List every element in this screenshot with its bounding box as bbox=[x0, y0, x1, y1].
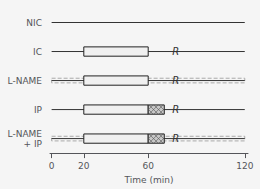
svg-text:R: R bbox=[172, 46, 179, 57]
svg-text:R: R bbox=[172, 75, 179, 86]
svg-text:120: 120 bbox=[236, 161, 253, 171]
svg-text:NIC: NIC bbox=[26, 18, 42, 28]
svg-text:Time (min): Time (min) bbox=[124, 175, 174, 185]
svg-text:L-NAME: L-NAME bbox=[8, 76, 43, 86]
svg-text:0: 0 bbox=[49, 161, 55, 171]
svg-text:R: R bbox=[172, 104, 179, 115]
svg-text:R: R bbox=[172, 133, 179, 144]
svg-text:20: 20 bbox=[78, 161, 90, 171]
svg-text:L-NAME: L-NAME bbox=[8, 129, 43, 139]
svg-text:IC: IC bbox=[33, 47, 42, 57]
svg-text:IP: IP bbox=[34, 105, 43, 115]
svg-text:60: 60 bbox=[142, 161, 154, 171]
svg-text:+ IP: + IP bbox=[24, 139, 43, 149]
